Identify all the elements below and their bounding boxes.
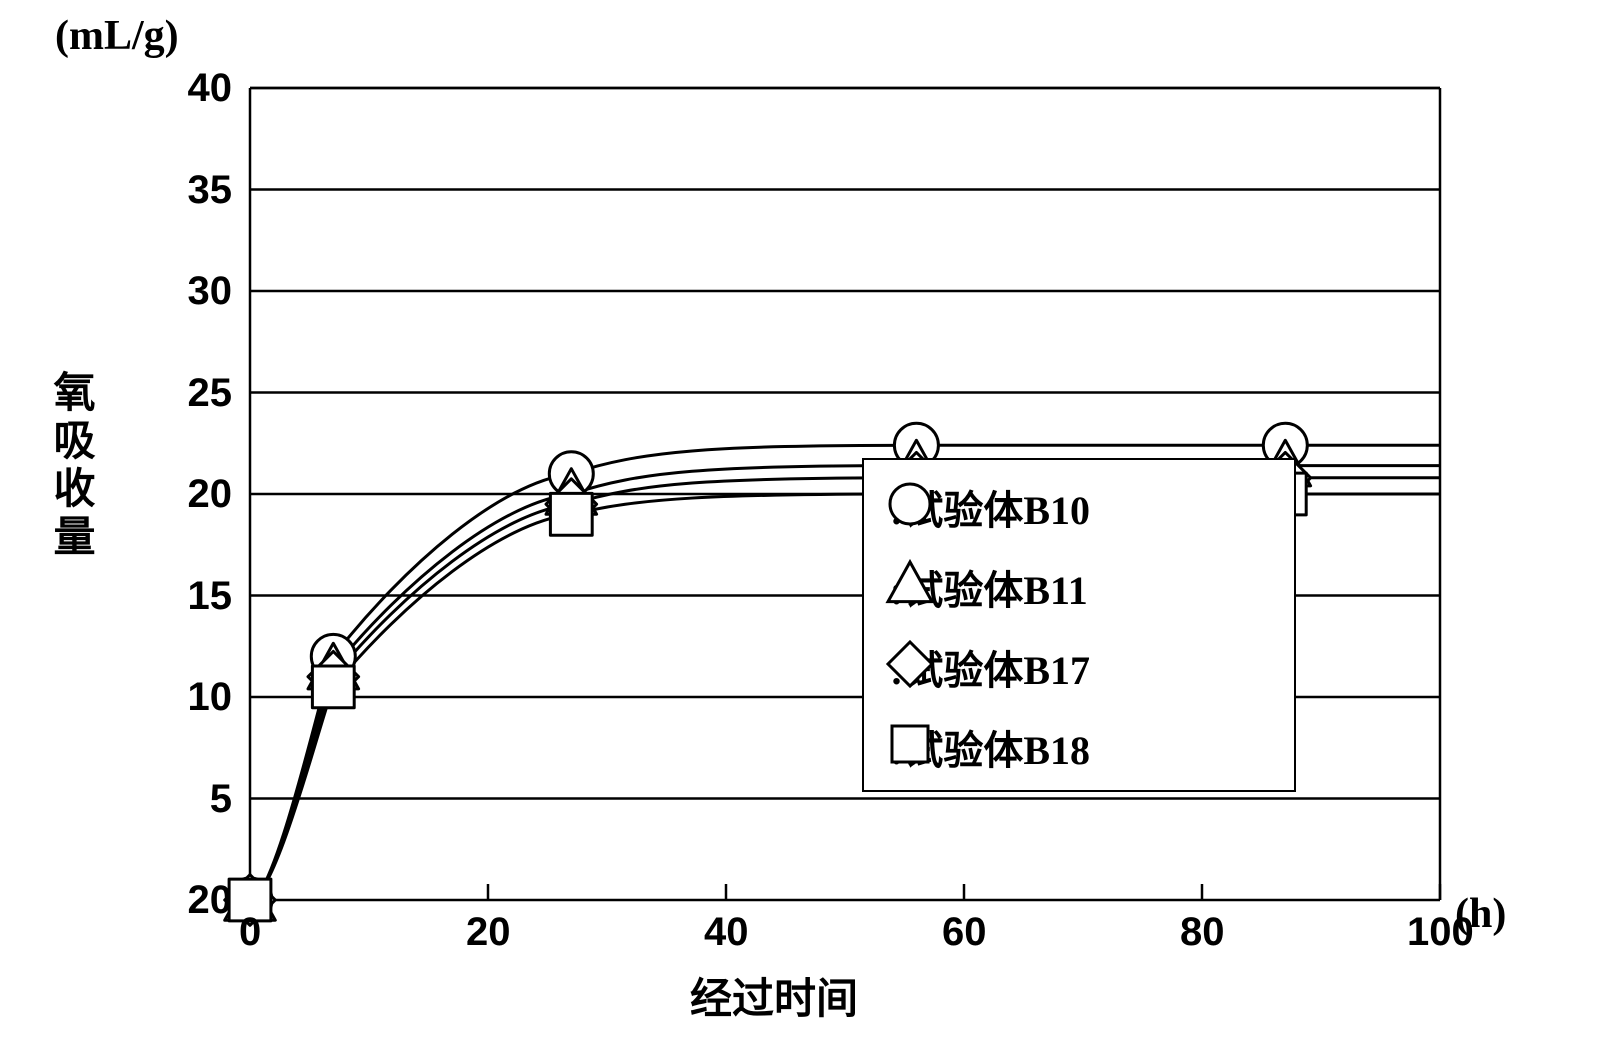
legend-item: :试验体B17 bbox=[884, 638, 1090, 696]
y-tick-label: 40 bbox=[188, 66, 233, 111]
y-tick-label: 30 bbox=[188, 269, 233, 314]
x-tick-label: 20 bbox=[466, 910, 511, 955]
x-tick-label: 60 bbox=[942, 910, 987, 955]
y-tick-label: 15 bbox=[188, 574, 233, 619]
legend: :试验体B10 :试验体B11 :试验体B17 :试验体B18 bbox=[862, 458, 1296, 792]
x-tick-label: 40 bbox=[704, 910, 749, 955]
plot-area bbox=[0, 0, 1609, 1039]
y-tick-label: 35 bbox=[188, 168, 233, 213]
x-tick-label: 80 bbox=[1180, 910, 1225, 955]
legend-item: :试验体B11 bbox=[884, 558, 1088, 616]
y-tick-label-zero: 20 bbox=[188, 878, 233, 923]
y-tick-label: 20 bbox=[188, 472, 233, 517]
y-tick-label: 5 bbox=[210, 777, 232, 822]
y-tick-label: 10 bbox=[188, 675, 233, 720]
y-tick-label: 25 bbox=[188, 371, 233, 416]
x-tick-label: 0 bbox=[239, 910, 261, 955]
legend-item: :试验体B18 bbox=[884, 718, 1090, 776]
x-tick-label: 100 bbox=[1407, 910, 1474, 955]
legend-item: :试验体B10 bbox=[884, 478, 1090, 536]
chart-stage: (mL/g) (h) 氧吸收量 经过时间 :试验体B10:试验体B11:试验体B… bbox=[0, 0, 1609, 1039]
